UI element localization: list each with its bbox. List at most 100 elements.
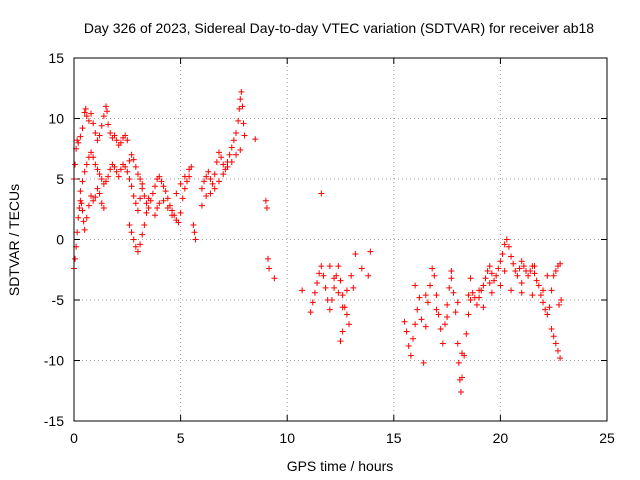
data-point — [350, 284, 357, 291]
data-point — [126, 157, 133, 164]
data-point — [79, 125, 86, 132]
data-point — [72, 161, 79, 168]
data-point — [518, 258, 525, 265]
data-point — [309, 299, 316, 306]
data-point — [92, 130, 99, 137]
data-point — [104, 108, 111, 115]
data-point — [328, 297, 335, 303]
data-point — [143, 209, 150, 216]
x-tick-label: 15 — [386, 430, 402, 446]
data-point — [238, 88, 245, 95]
data-point — [83, 161, 90, 168]
data-point — [220, 161, 227, 168]
data-point — [83, 214, 90, 221]
data-point — [431, 272, 438, 279]
data-point — [137, 241, 144, 248]
data-point — [122, 132, 129, 139]
data-point — [337, 338, 344, 345]
data-point — [90, 197, 97, 204]
data-point — [531, 263, 538, 270]
data-point — [149, 190, 156, 197]
data-point — [548, 326, 555, 333]
data-point — [488, 289, 495, 296]
data-point — [92, 161, 99, 168]
plot-frame — [73, 57, 608, 422]
data-point — [540, 299, 547, 306]
data-point — [237, 146, 244, 153]
data-point — [454, 340, 461, 347]
data-point — [480, 304, 487, 311]
data-point — [130, 156, 137, 163]
data-point — [215, 178, 222, 185]
data-point — [100, 205, 107, 212]
data-point — [486, 280, 493, 287]
data-point — [207, 176, 214, 182]
data-point — [544, 311, 551, 318]
data-point — [455, 359, 462, 366]
data-point — [488, 270, 495, 277]
y-tick-label: -5 — [52, 292, 65, 308]
data-point — [448, 275, 455, 282]
data-point — [463, 330, 470, 337]
data-point — [203, 173, 210, 180]
data-point — [546, 304, 553, 311]
data-point — [228, 144, 235, 151]
data-point — [403, 328, 410, 335]
data-point — [322, 284, 329, 291]
data-point — [433, 292, 440, 299]
data-point — [218, 154, 225, 161]
data-point — [220, 171, 227, 178]
data-point — [213, 159, 220, 166]
data-point — [100, 113, 107, 120]
data-point — [318, 190, 325, 197]
data-point — [467, 297, 474, 303]
data-point — [191, 229, 198, 236]
data-point — [224, 163, 231, 170]
data-point — [409, 335, 416, 342]
data-point — [105, 121, 112, 128]
data-point — [557, 260, 564, 267]
y-tick-label: 10 — [48, 111, 64, 127]
data-point — [520, 263, 527, 270]
data-point — [412, 282, 419, 289]
data-point — [525, 272, 532, 279]
data-point — [508, 287, 515, 294]
data-point — [162, 188, 169, 195]
data-point — [164, 205, 171, 212]
data-point — [548, 287, 555, 294]
data-point — [175, 219, 182, 226]
y-tick-label: 0 — [56, 232, 64, 248]
data-point — [78, 200, 85, 207]
data-point — [271, 275, 278, 282]
data-point — [107, 130, 114, 137]
x-tick-label: 10 — [279, 430, 295, 446]
y-tick-label: 5 — [56, 171, 64, 187]
data-point — [314, 280, 321, 287]
data-point — [316, 270, 323, 277]
data-point — [516, 265, 523, 272]
data-point — [556, 301, 563, 308]
data-point — [505, 243, 512, 250]
data-point — [422, 292, 429, 299]
data-point — [529, 292, 536, 299]
data-point — [205, 168, 212, 175]
data-point — [82, 105, 89, 112]
data-point — [550, 272, 557, 279]
data-point — [493, 272, 500, 279]
data-point — [152, 212, 159, 219]
data-point — [552, 340, 559, 347]
data-point — [141, 192, 148, 199]
data-point — [552, 267, 559, 274]
data-point — [240, 120, 247, 127]
tick-layer: 0 5 10 15 20 25 -15 -10 -5 0 5 10 15 — [44, 50, 615, 446]
data-point — [107, 166, 114, 173]
grid-layer — [74, 58, 607, 421]
data-point — [266, 265, 273, 272]
data-point — [179, 195, 186, 202]
data-point — [215, 149, 222, 156]
data-point — [501, 241, 508, 248]
data-point — [113, 137, 120, 144]
x-tick-label: 25 — [599, 430, 615, 446]
data-point — [535, 282, 542, 289]
data-point — [514, 272, 521, 279]
